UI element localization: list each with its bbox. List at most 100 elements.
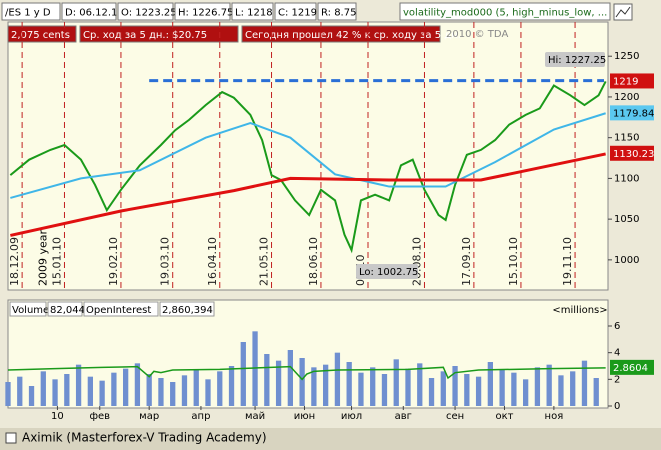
x-tick-label: авг bbox=[395, 411, 412, 422]
info-today-box bbox=[241, 25, 441, 43]
header-field-box bbox=[174, 2, 231, 21]
info-avg: Ср. ход за 5 дн.: $20.75 bbox=[83, 30, 207, 41]
x-tick-label: 10 bbox=[51, 411, 64, 422]
volume-bar bbox=[240, 342, 246, 406]
indicator-field: volatility_mod000 (5, high_minus_low, ..… bbox=[403, 8, 607, 19]
volume-header-box bbox=[47, 301, 83, 317]
volume-bar bbox=[428, 378, 435, 406]
status-checkbox[interactable] bbox=[5, 432, 17, 444]
last-value-box bbox=[610, 359, 654, 375]
x-tick-label: май bbox=[245, 411, 265, 422]
volume-header-label: <millions> bbox=[552, 305, 607, 316]
lo-label-box bbox=[356, 264, 418, 279]
copyright: 2010 © TDA bbox=[446, 29, 508, 40]
price-line bbox=[10, 152, 606, 237]
lo-label: Lo: 1002.75 bbox=[359, 267, 418, 278]
volume-bar bbox=[487, 362, 493, 406]
volume-bar bbox=[475, 376, 482, 406]
volume-bar bbox=[5, 382, 11, 406]
volume-bar bbox=[323, 364, 329, 406]
volume-bar bbox=[158, 378, 164, 406]
y-tick-label: 1200 bbox=[614, 92, 639, 103]
open-interest-line bbox=[7, 365, 606, 381]
volume-bar bbox=[370, 367, 376, 406]
last-value-label: 1219 bbox=[613, 76, 638, 87]
date-marker-label: 15.01.10 bbox=[50, 237, 63, 286]
volume-bar bbox=[17, 376, 23, 406]
volume-header-label: 82,044 bbox=[50, 305, 85, 316]
header-field-box bbox=[317, 2, 357, 21]
volume-header-label: Volume bbox=[12, 305, 49, 316]
volume-bar bbox=[193, 370, 199, 406]
y-tick-label: 1250 bbox=[614, 51, 639, 62]
volume-bar bbox=[111, 372, 117, 406]
volume-bar bbox=[299, 358, 305, 406]
date-marker-label: 21.05.10 bbox=[258, 237, 271, 286]
date-marker-label: 19.02.10 bbox=[107, 237, 120, 286]
volume-bar bbox=[405, 368, 411, 406]
x-tick-label: окт bbox=[495, 411, 513, 422]
x-tick-label: ноя bbox=[545, 411, 564, 422]
volume-bar bbox=[581, 360, 588, 406]
header-field: /ES 1 y D bbox=[5, 8, 51, 19]
info-today: Сегодня прошел 42 % к ср. ходу за 5 дн. bbox=[245, 30, 461, 41]
y-tick-label: 1150 bbox=[614, 133, 639, 144]
price-line bbox=[10, 112, 606, 199]
y-tick-label: 4 bbox=[614, 348, 620, 359]
hi-label-box bbox=[545, 52, 605, 67]
date-marker-label: 18.12.09 bbox=[8, 237, 21, 286]
header-field-box bbox=[1, 2, 61, 21]
info-cents: 2,075 cents bbox=[11, 30, 70, 41]
y-tick-label: 2 bbox=[614, 374, 620, 385]
volume-header-box bbox=[83, 301, 159, 317]
volume-bar bbox=[393, 359, 399, 406]
volume-bar bbox=[417, 363, 423, 406]
x-tick-label: июн bbox=[294, 411, 315, 422]
volume-bar bbox=[499, 370, 505, 406]
volume-bar bbox=[464, 374, 470, 406]
info-avg-box bbox=[79, 25, 239, 43]
x-tick-label: фев bbox=[89, 411, 110, 422]
volume-bar bbox=[228, 366, 235, 406]
volume-bar bbox=[75, 364, 82, 406]
volume-bar bbox=[205, 379, 211, 406]
year-note: 2009 year bbox=[36, 229, 49, 286]
status-text: Aximik (Masterforex-V Trading Academy) bbox=[22, 431, 267, 445]
last-value-label: 2.8604 bbox=[613, 363, 648, 374]
x-tick-label: июл bbox=[341, 411, 362, 422]
volume-bar bbox=[570, 371, 576, 406]
last-value-box bbox=[610, 73, 654, 89]
volume-bar bbox=[146, 374, 152, 406]
volume-bar bbox=[452, 366, 458, 406]
info-cents-box bbox=[7, 25, 77, 43]
x-tick-label: апр bbox=[191, 411, 210, 422]
header-field: R: 8.75 bbox=[321, 8, 356, 19]
price-line bbox=[9, 81, 607, 254]
volume-header-label: 2,860,394 bbox=[162, 305, 213, 316]
volume-bar bbox=[523, 379, 529, 406]
last-value-label: 1179.84 bbox=[613, 108, 654, 119]
header-field-box bbox=[117, 2, 174, 21]
date-marker-label: 19.11.10 bbox=[561, 237, 574, 286]
volume-bar bbox=[134, 363, 141, 406]
volume-header-label: OpenInterest bbox=[86, 305, 151, 316]
last-value-box bbox=[610, 145, 654, 161]
status-bar bbox=[0, 428, 661, 450]
volume-bar bbox=[87, 376, 93, 406]
volume-bar bbox=[28, 386, 35, 406]
header-field: O: 1223.25 bbox=[121, 8, 177, 19]
header-field-box bbox=[61, 2, 117, 21]
volume-header-box bbox=[9, 301, 47, 317]
volume-bar bbox=[381, 374, 388, 406]
volume-header-box bbox=[159, 301, 215, 317]
indicator-field-box bbox=[399, 2, 611, 21]
date-marker-label: 16.04.10 bbox=[206, 237, 219, 286]
header-field: H: 1226.75 bbox=[178, 8, 233, 19]
date-marker-label: 19.03.10 bbox=[159, 237, 172, 286]
date-marker-label: 17.09.10 bbox=[460, 237, 473, 286]
y-tick-label: 1050 bbox=[614, 214, 639, 225]
header-field-box bbox=[231, 2, 274, 21]
hi-label: Hi: 1227.25 bbox=[548, 55, 606, 66]
volume-bar bbox=[534, 367, 541, 406]
volume-bar bbox=[170, 382, 176, 406]
